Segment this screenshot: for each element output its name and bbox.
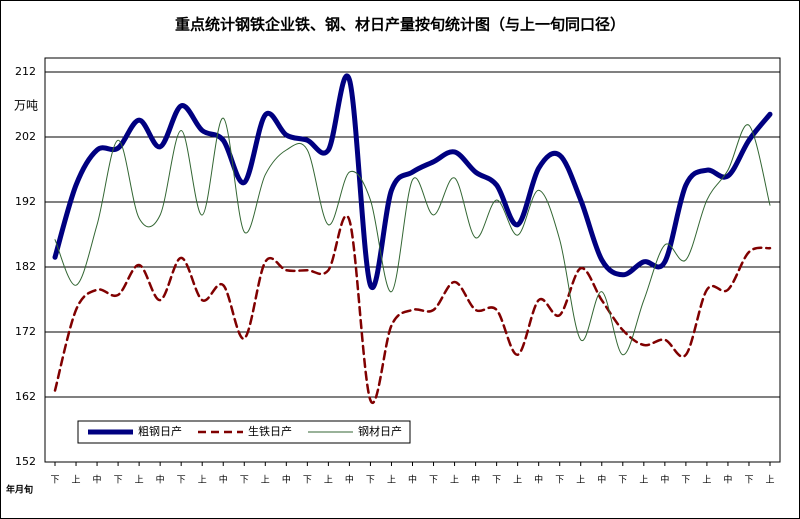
y-tick-label: 172: [15, 325, 36, 338]
x-tick-label: 中: [282, 474, 291, 486]
series-line: [54, 117, 771, 356]
x-tick-label: 下: [177, 476, 186, 486]
x-tick-label: 上: [576, 475, 585, 486]
x-tick-label: 上: [450, 475, 459, 486]
x-tick-label: 上: [702, 475, 711, 486]
x-tick-label: 下: [429, 476, 438, 486]
x-tick-label: 上: [135, 475, 144, 486]
x-tick-label: 中: [534, 474, 543, 486]
y-tick-label: 212: [15, 65, 36, 78]
x-tick-label: 下: [744, 476, 753, 486]
y-unit: 万吨: [14, 99, 38, 113]
x-tick-label: 下: [50, 476, 59, 486]
x-tick-label: 中: [723, 474, 732, 486]
x-tick-label: 下: [114, 476, 123, 486]
x-tick-label: 中: [597, 474, 606, 486]
x-tick-label: 下: [492, 476, 501, 486]
chart-title: 重点统计钢铁企业铁、钢、材日产量按旬统计图（与上一旬同口径）: [175, 16, 625, 34]
y-tick-label: 202: [15, 130, 36, 143]
x-label: 年月旬: [6, 484, 33, 496]
x-tick-label: 上: [765, 475, 774, 486]
legend-label: 钢材日产: [358, 424, 402, 438]
series-line: [52, 73, 773, 291]
x-tick-label: 下: [366, 476, 375, 486]
legend-label: 粗钢日产: [138, 424, 182, 438]
legend-label: 生铁日产: [248, 424, 292, 438]
x-tick-label: 中: [345, 474, 354, 486]
x-tick-label: 下: [555, 476, 564, 486]
y-tick-label: 152: [15, 455, 36, 468]
x-tick-label: 中: [219, 474, 228, 486]
x-tick-label: 下: [618, 476, 627, 486]
legend-box: [77, 420, 411, 444]
x-tick-label: 下: [681, 476, 690, 486]
x-tick-label: 中: [471, 474, 480, 486]
x-tick-label: 上: [261, 475, 270, 486]
y-tick-label: 182: [15, 260, 36, 273]
series-line: [53, 214, 772, 405]
x-tick-label: 上: [387, 475, 396, 486]
y-tick-label: 162: [15, 390, 36, 403]
x-tick-label: 上: [72, 475, 81, 486]
x-tick-label: 上: [513, 475, 522, 486]
x-tick-label: 下: [240, 476, 249, 486]
x-tick-label: 上: [324, 475, 333, 486]
y-tick-label: 192: [15, 195, 36, 208]
x-tick-label: 中: [156, 474, 165, 486]
x-tick-label: 上: [198, 475, 207, 486]
x-tick-label: 中: [93, 474, 102, 486]
x-tick-label: 中: [660, 474, 669, 486]
x-tick-label: 中: [408, 474, 417, 486]
x-tick-label: 下: [303, 476, 312, 486]
x-tick-label: 上: [639, 475, 648, 486]
